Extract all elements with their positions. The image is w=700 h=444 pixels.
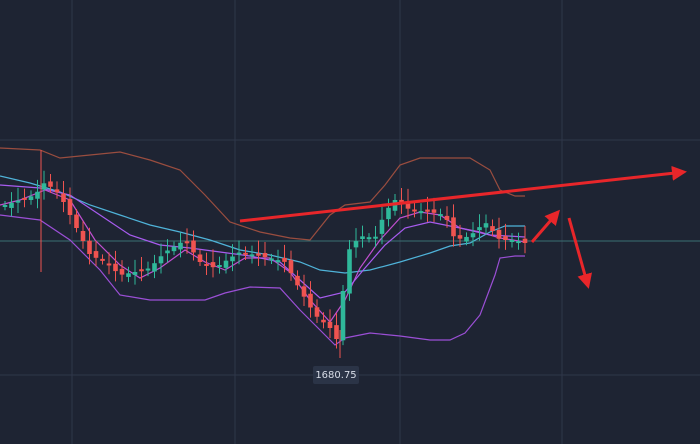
candle-body [314,307,320,317]
candle-body [405,201,411,209]
candle-body [509,240,515,242]
candle-body [457,235,463,239]
candle-body [80,230,86,241]
candle-body [41,183,47,190]
candle-body [301,286,307,297]
candle-body [87,240,92,254]
candle-body [360,236,365,240]
candle-body [197,254,203,262]
candle-body [490,226,495,231]
candle-body [418,211,424,214]
candle-body [210,262,216,268]
candle-body [282,257,287,262]
up-arrow [530,209,560,243]
candle-body [334,325,339,340]
candle-body [321,319,326,323]
candle-body [275,260,281,263]
candle-body [217,265,222,267]
candle-body [230,256,235,262]
candle-body [61,193,66,202]
candle-body [386,207,391,220]
candle-body [113,263,118,272]
candle-body [74,214,79,228]
candle-body [28,196,34,200]
candle-body [152,263,157,272]
lower-band [0,214,525,346]
candle-body [48,181,53,187]
candle-body [425,209,430,212]
candle-body [106,263,112,266]
price-label: 1680.75 [313,366,359,384]
candle-body [119,268,125,275]
candle-body [256,253,261,256]
candle-body [2,205,8,207]
trend-arrow [239,165,687,223]
upper-band [0,147,525,241]
candle-body [288,260,294,274]
candle-body [431,209,437,213]
candle-body [165,250,170,254]
annotations [239,165,687,289]
candle-body [132,272,138,275]
middle-band [0,175,525,274]
candle-body [262,253,268,257]
moving-average-fast [0,189,526,323]
candle-body [327,321,333,328]
down-arrow [567,217,592,289]
candle-body [67,199,73,215]
candle-body [451,217,456,237]
candles [2,150,528,358]
candle-body [54,189,60,193]
candle-body [353,241,359,248]
candle-body [145,268,151,271]
candle-body [373,236,378,239]
candle-body [483,223,489,228]
candle-body [444,215,450,220]
candle-body [438,214,443,217]
candle-body [516,241,521,244]
candle-body [191,240,196,253]
candle-body [295,275,300,286]
candle-body [412,209,417,212]
candle-body [158,256,164,264]
candle-body [22,197,27,200]
candle-body [522,238,528,243]
candle-body [464,236,469,242]
candle-body [347,249,352,294]
candle-body [379,219,385,234]
candle-body [340,291,346,341]
candle-body [269,258,274,261]
candle-body [93,251,99,258]
indicators [0,147,526,346]
candle-body [100,258,105,261]
candle-body [9,202,14,208]
candle-body [503,236,508,240]
candle-body [366,237,372,240]
candle-body [249,254,255,257]
candle-body [470,233,476,238]
candle-body [178,242,183,250]
price-label-text: 1680.75 [315,370,356,381]
candle-body [223,260,229,268]
candle-body [126,273,131,277]
candle-body [308,293,313,308]
candle-body [496,229,502,239]
price-label-box [313,366,359,384]
candle-body [171,246,177,252]
candle-body [236,252,242,255]
candle-body [243,252,248,255]
candle-body [139,269,144,272]
candle-body [204,263,209,266]
candle-body [15,200,21,203]
candle-body [477,227,482,231]
candle-body [35,191,40,199]
candle-body [184,241,190,244]
